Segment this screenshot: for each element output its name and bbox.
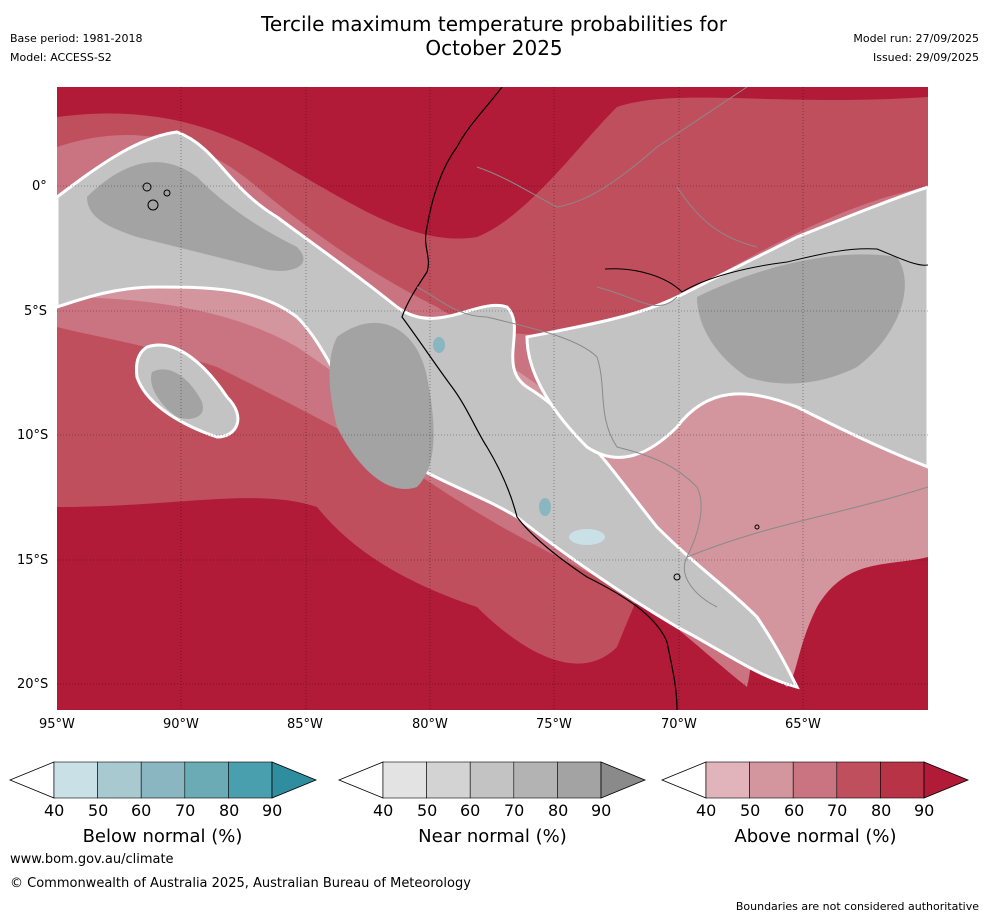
x-tick-4: 75°W	[536, 717, 572, 732]
colorbar-segment	[792, 761, 838, 799]
above-tick-1: 50	[740, 801, 761, 820]
below-normal-spot-1	[433, 337, 445, 353]
below-tick-2: 60	[131, 801, 152, 820]
colorbar-segment	[749, 761, 794, 799]
near-tick-3: 70	[504, 801, 525, 820]
y-tick-2: 10°S	[17, 428, 49, 443]
near-normal-80-core-2	[329, 322, 434, 489]
x-tick-3: 80°W	[412, 717, 448, 732]
above-tick-2: 60	[784, 801, 805, 820]
above-normal-label: Above normal (%)	[734, 826, 897, 847]
website-link: www.bom.gov.au/climate	[10, 852, 174, 867]
y-tick-4: 20°S	[17, 677, 49, 692]
colorbar-below	[8, 761, 318, 799]
above-tick-4: 80	[871, 801, 892, 820]
below-normal-spot-3	[569, 529, 605, 545]
map-title-line1: Tercile maximum temperature probabilitie…	[261, 12, 727, 36]
near-normal-label: Near normal (%)	[418, 826, 567, 847]
coastline	[401, 87, 678, 710]
colorbar-extend-low	[8, 761, 55, 799]
y-tick-3: 15°S	[17, 553, 49, 568]
colorbar-segment	[184, 761, 229, 799]
x-tick-2: 85°W	[287, 717, 323, 732]
above-tick-0: 40	[696, 801, 717, 820]
below-tick-0: 40	[44, 801, 65, 820]
colorbar-extend-high	[271, 761, 318, 799]
boundaries-disclaimer: Boundaries are not considered authoritat…	[735, 900, 979, 913]
copyright-text: © Commonwealth of Australia 2025, Austra…	[10, 876, 471, 891]
below-normal-label: Below normal (%)	[82, 826, 243, 847]
map-title: Tercile maximum temperature probabilitie…	[0, 12, 988, 60]
above-tick-3: 70	[827, 801, 848, 820]
below-tick-1: 50	[88, 801, 109, 820]
below-tick-3: 70	[175, 801, 196, 820]
near-normal-80-core	[87, 162, 304, 271]
x-tick-5: 70°W	[661, 717, 697, 732]
near-tick-2: 60	[460, 801, 481, 820]
colorbar-extend-low	[337, 761, 384, 799]
colorbar-segment	[53, 761, 98, 799]
below-tick-4: 80	[219, 801, 240, 820]
above-tick-5: 90	[914, 801, 935, 820]
river	[604, 248, 928, 293]
map-gridlines	[57, 87, 928, 710]
near-tick-0: 40	[373, 801, 394, 820]
colorbar-segment	[557, 761, 602, 799]
colorbar-segment	[513, 761, 558, 799]
near-normal-80-core-3	[697, 254, 905, 384]
y-tick-1: 5°S	[24, 304, 48, 319]
y-tick-0: 0°	[32, 179, 47, 194]
colorbar-segment	[469, 761, 515, 799]
below-tick-5: 90	[262, 801, 283, 820]
colorbar-segment	[426, 761, 471, 799]
probability-map	[57, 87, 928, 710]
model-run: Model run: 27/09/2025	[853, 32, 979, 45]
colorbars	[8, 761, 970, 799]
x-tick-0: 95°W	[39, 717, 75, 732]
colorbar-near	[337, 761, 647, 799]
colorbar-segment	[97, 761, 142, 799]
issued-date: Issued: 29/09/2025	[872, 51, 979, 64]
colorbar-segment	[140, 761, 186, 799]
near-tick-4: 80	[548, 801, 569, 820]
colorbar-segment	[228, 761, 273, 799]
islands	[142, 182, 760, 581]
below-normal-spot-2	[539, 498, 551, 516]
colorbar-extend-low	[660, 761, 707, 799]
near-tick-1: 50	[417, 801, 438, 820]
colorbar-extend-high	[923, 761, 970, 799]
x-tick-1: 90°W	[163, 717, 199, 732]
near-tick-5: 90	[591, 801, 612, 820]
near-normal-80-core-4	[151, 369, 203, 419]
colorbar-segment	[705, 761, 750, 799]
colorbar-extend-high	[600, 761, 647, 799]
x-tick-6: 65°W	[785, 717, 821, 732]
colorbar-above	[660, 761, 970, 799]
base-period: Base period: 1981-2018	[10, 32, 143, 45]
country-borders	[416, 87, 928, 608]
colorbar-segment	[880, 761, 925, 799]
map-title-line2: October 2025	[425, 36, 563, 60]
model-name: Model: ACCESS-S2	[10, 51, 112, 64]
colorbar-segment	[836, 761, 881, 799]
colorbar-segment	[382, 761, 427, 799]
